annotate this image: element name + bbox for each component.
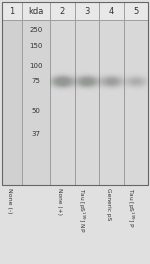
Bar bbox=[75, 20, 99, 185]
Text: 5: 5 bbox=[133, 7, 138, 16]
Bar bbox=[123, 2, 148, 20]
Bar bbox=[50, 2, 75, 20]
Text: Generic pS: Generic pS bbox=[106, 188, 111, 220]
Text: Tau [pS$^{199}$] P: Tau [pS$^{199}$] P bbox=[125, 188, 136, 228]
Bar bbox=[2, 20, 22, 185]
Text: 37: 37 bbox=[32, 131, 40, 137]
Text: 2: 2 bbox=[60, 7, 65, 16]
Text: None (-): None (-) bbox=[7, 188, 12, 214]
Text: 150: 150 bbox=[29, 43, 43, 49]
Text: Tau [pS$^{199}$] NP: Tau [pS$^{199}$] NP bbox=[76, 188, 87, 233]
Bar bbox=[22, 2, 50, 20]
Bar bbox=[99, 2, 123, 20]
Text: 75: 75 bbox=[32, 78, 40, 84]
Bar bbox=[2, 2, 148, 185]
Text: 3: 3 bbox=[84, 7, 89, 16]
Text: 100: 100 bbox=[29, 63, 43, 69]
Bar bbox=[99, 20, 123, 185]
Bar bbox=[22, 20, 50, 185]
Text: 50: 50 bbox=[32, 108, 40, 114]
Text: 250: 250 bbox=[29, 27, 43, 33]
Bar bbox=[50, 20, 75, 185]
Bar bbox=[2, 2, 22, 20]
Text: kda: kda bbox=[28, 7, 44, 16]
Bar bbox=[75, 2, 99, 20]
Text: None (+): None (+) bbox=[57, 188, 62, 215]
Text: 4: 4 bbox=[109, 7, 114, 16]
Text: 1: 1 bbox=[9, 7, 15, 16]
Bar bbox=[123, 20, 148, 185]
